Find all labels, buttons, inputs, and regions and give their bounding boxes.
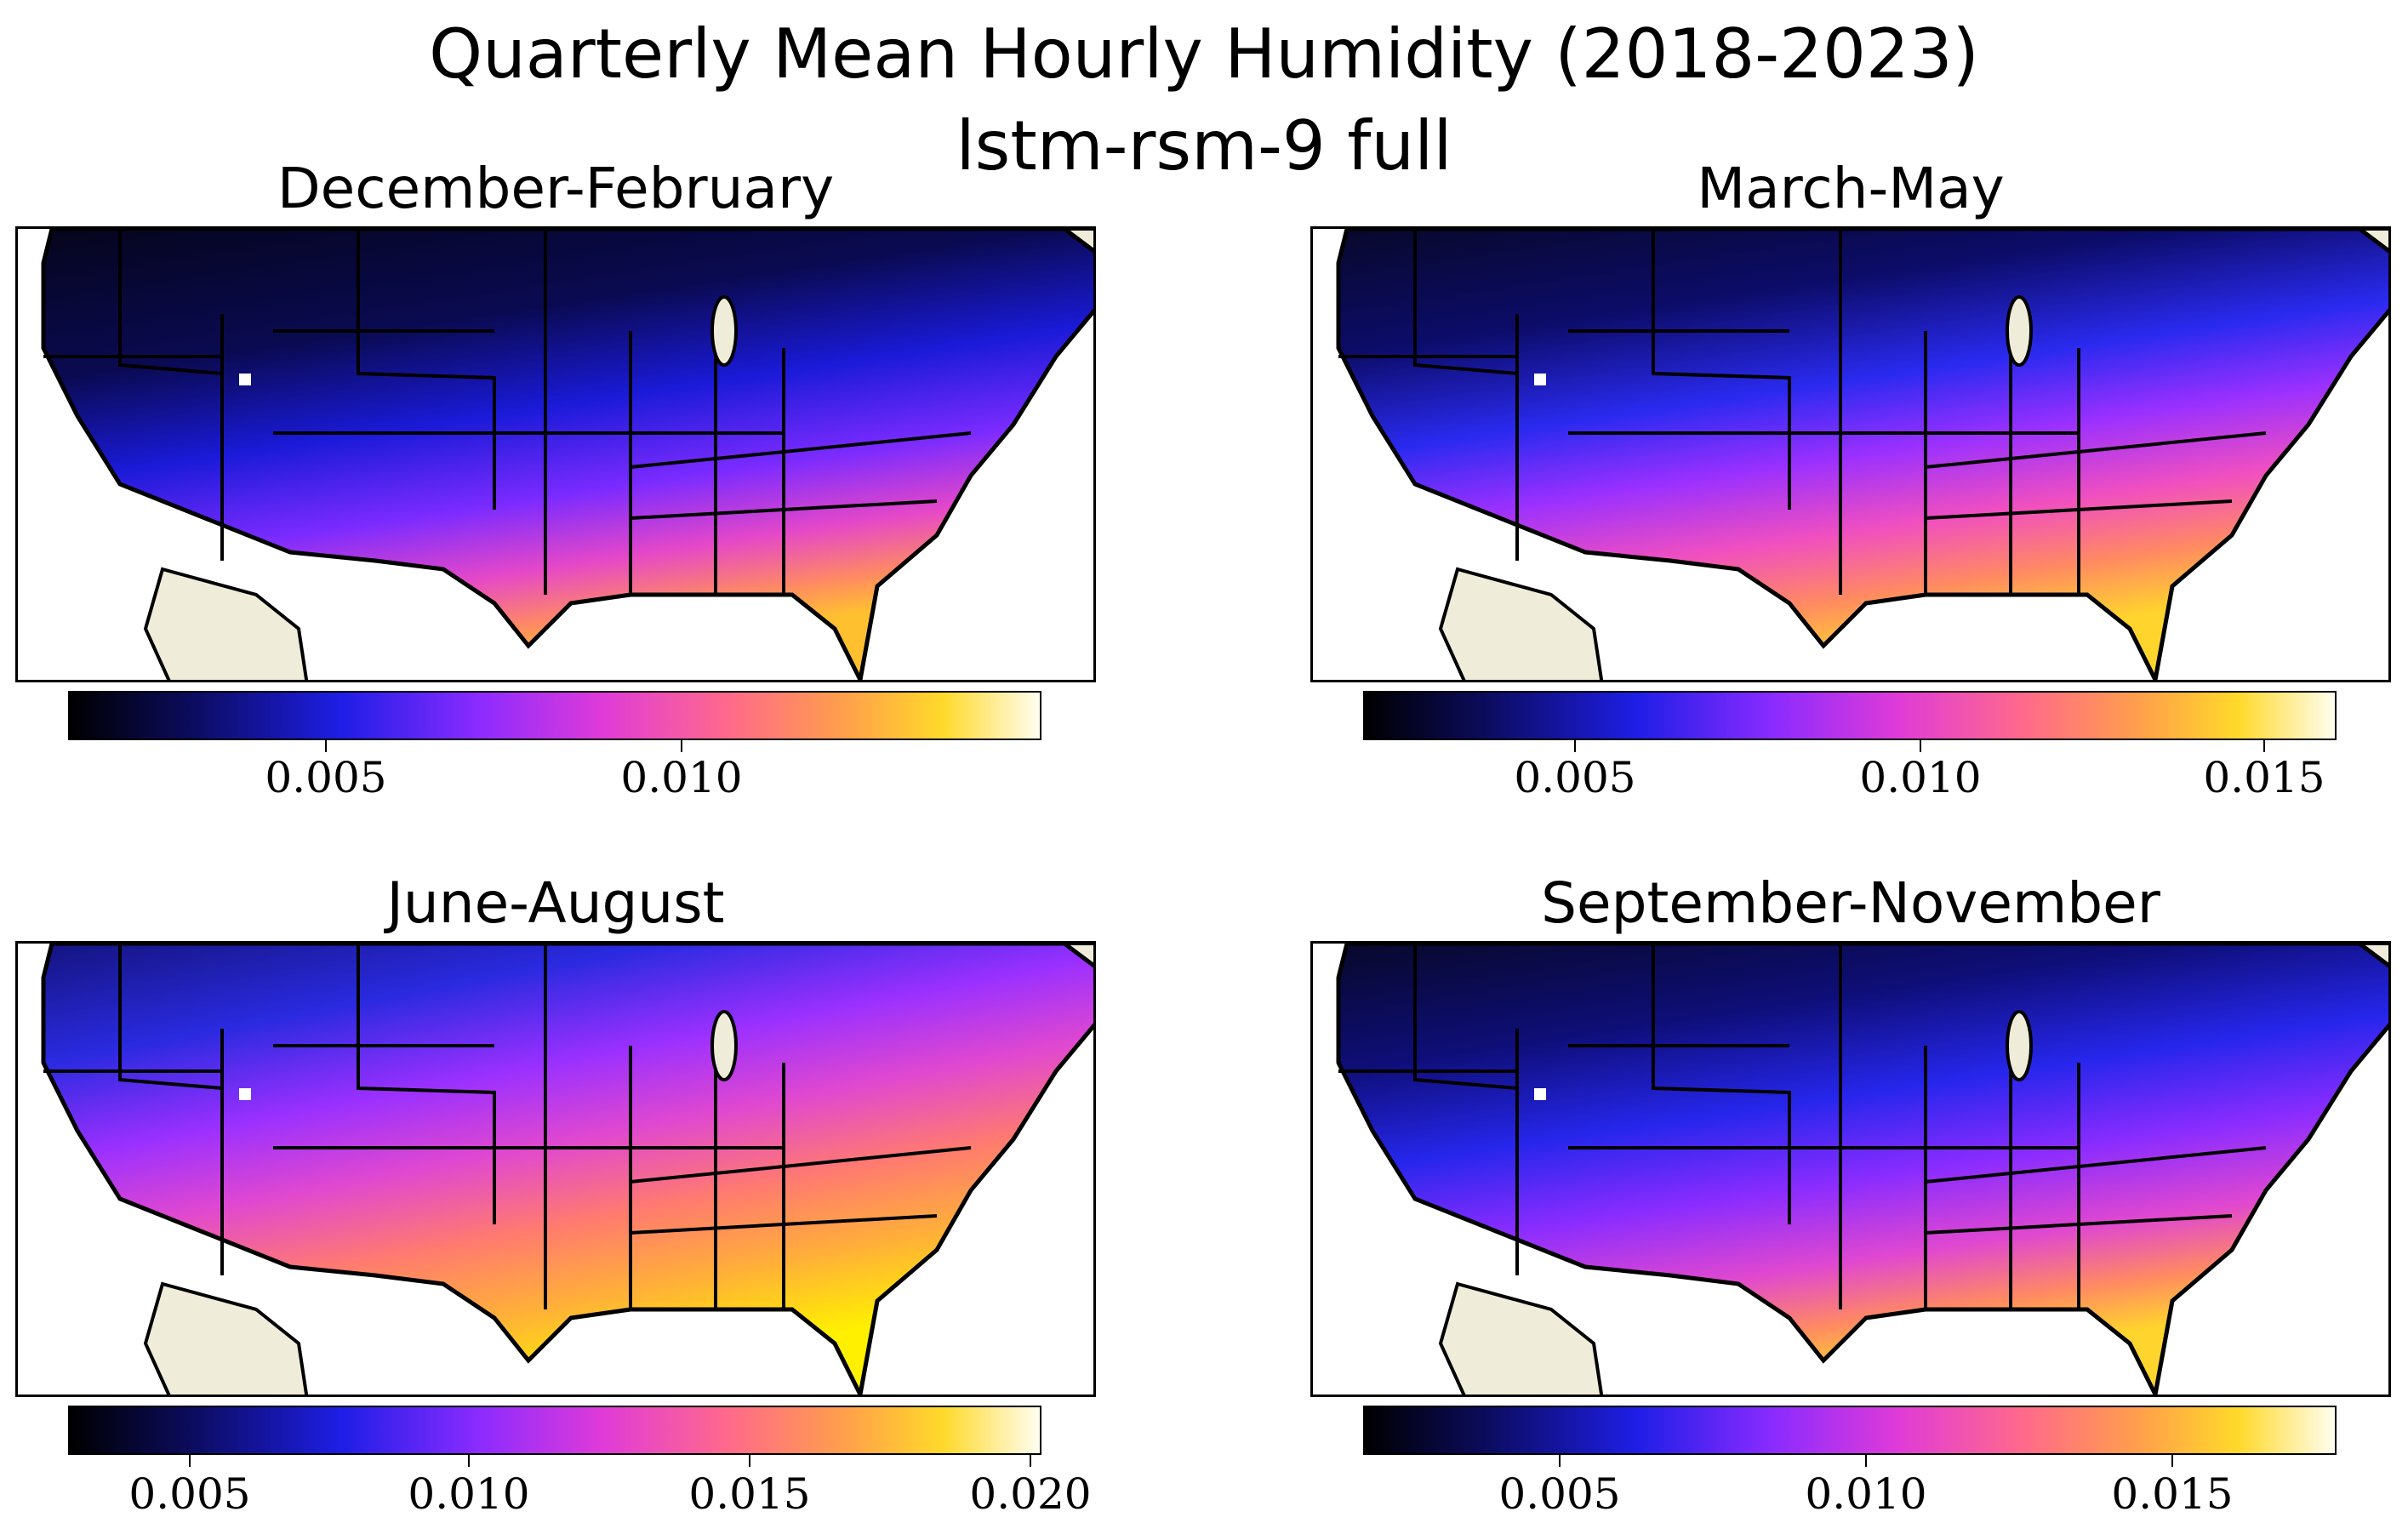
colorbar-june-august bbox=[68, 1406, 1041, 1455]
colorbar-tick-label: 0.020 bbox=[969, 1469, 1092, 1519]
colorbar-tick bbox=[189, 1455, 191, 1467]
colorbar-march-may bbox=[1363, 691, 2337, 740]
colorbar-tick-label: 0.005 bbox=[128, 1469, 251, 1519]
colorbar-tick-label: 0.015 bbox=[688, 1469, 811, 1519]
colorbar-september-november bbox=[1363, 1406, 2337, 1455]
colorbar-tick-label: 0.010 bbox=[620, 753, 743, 802]
colorbar-tick-label: 0.005 bbox=[1498, 1469, 1621, 1519]
colorbar-tick-label: 0.010 bbox=[1805, 1469, 1927, 1519]
panel-title-march-may: March-May bbox=[1697, 156, 2005, 221]
colorbar-tick-label: 0.005 bbox=[1514, 753, 1636, 802]
colorbar-tick-label: 0.015 bbox=[2111, 1469, 2234, 1519]
colorbar-tick bbox=[468, 1455, 470, 1467]
colorbar-tick-label: 0.010 bbox=[408, 1469, 530, 1519]
colorbar-tick-label: 0.010 bbox=[1859, 753, 1982, 802]
colorbar-tick-label: 0.015 bbox=[2203, 753, 2325, 802]
map-march-may bbox=[1310, 226, 2391, 682]
colorbar-tick bbox=[749, 1455, 750, 1467]
colorbar-tick bbox=[325, 740, 327, 752]
colorbar-tick bbox=[1865, 1455, 1867, 1467]
figure-subtitle: lstm-rsm-9 full bbox=[956, 106, 1452, 185]
colorbar-tick bbox=[1559, 1455, 1561, 1467]
panel-title-june-august: June-August bbox=[386, 870, 725, 936]
colorbar-tick bbox=[1574, 740, 1576, 752]
map-september-november bbox=[1310, 941, 2391, 1397]
colorbar-december-february bbox=[68, 691, 1041, 740]
colorbar-tick bbox=[1030, 1455, 1031, 1467]
map-june-august bbox=[15, 941, 1096, 1397]
colorbar-tick bbox=[2263, 740, 2265, 752]
map-december-february bbox=[15, 226, 1096, 682]
colorbar-tick bbox=[681, 740, 682, 752]
panel-title-september-november: September-November bbox=[1541, 870, 2160, 936]
colorbar-tick bbox=[2171, 1455, 2173, 1467]
colorbar-tick bbox=[1920, 740, 1921, 752]
figure-title: Quarterly Mean Hourly Humidity (2018-202… bbox=[429, 14, 1979, 94]
colorbar-tick-label: 0.005 bbox=[265, 753, 387, 802]
panel-title-december-february: December-February bbox=[277, 156, 835, 221]
